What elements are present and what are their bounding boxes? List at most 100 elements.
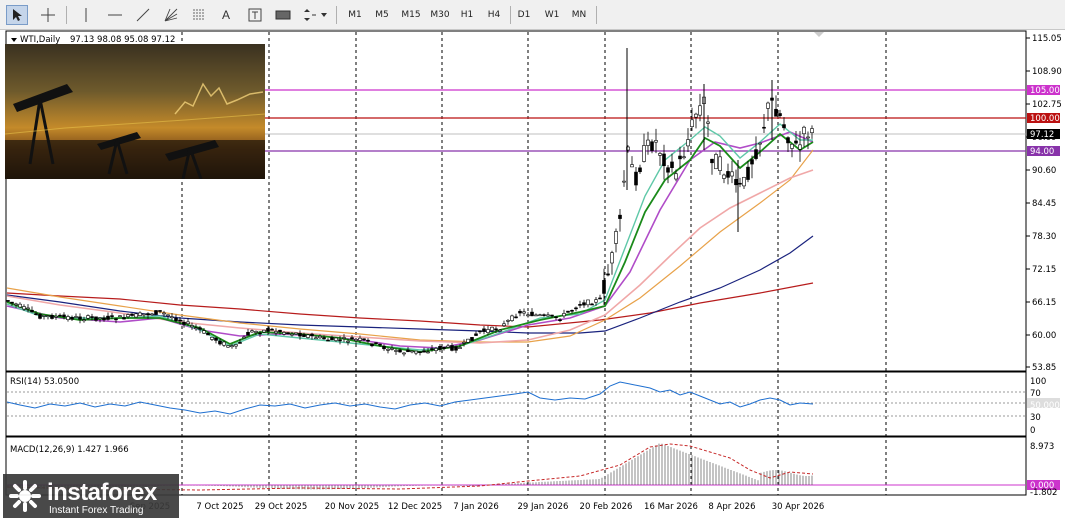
price-tick-label: 84.45 [1032, 199, 1056, 209]
timeframe-m5[interactable]: M5 [375, 10, 389, 20]
candle-body [458, 347, 462, 349]
rectangle-tool-button[interactable] [272, 5, 294, 25]
vertical-line-tool-button[interactable] [76, 5, 96, 25]
timeframe-mn[interactable]: MN [571, 10, 587, 20]
candle-body [806, 136, 810, 139]
fibonacci-retracement-tool-button[interactable] [188, 5, 210, 25]
candle-body [186, 321, 190, 325]
candle-body [698, 105, 702, 116]
candle-body [642, 145, 646, 162]
fibonacci-retracement-icon [193, 9, 205, 20]
timeframe-m30[interactable]: M30 [430, 10, 450, 20]
candle-body [674, 173, 678, 180]
price-tick-label: 90.60 [1032, 166, 1056, 176]
candle-body [66, 316, 70, 320]
candle-body [358, 337, 362, 341]
macd-tick-label: 8.973 [1030, 442, 1054, 452]
candle-body [754, 149, 758, 159]
toolbar: A M1 M5 M15 M30 H1 H4 D1 W1 MN [0, 0, 1065, 30]
text-label-icon [248, 8, 262, 22]
candle-body [366, 339, 370, 342]
candle-body [30, 309, 34, 313]
text-tool-button[interactable]: A [221, 8, 230, 22]
candle-body [722, 174, 726, 179]
timeframe-d1[interactable]: D1 [517, 10, 531, 20]
text-label-tool-button[interactable] [244, 5, 266, 25]
crosshair-tool-button[interactable] [36, 5, 60, 25]
candle-body [390, 348, 394, 350]
candle-body [202, 330, 206, 334]
price-tick-label: 53.85 [1032, 363, 1056, 373]
horizontal-line-icon [108, 14, 122, 16]
candle-body [650, 141, 654, 151]
date-tick-label: 20 Nov 2025 [325, 502, 379, 512]
rectangle-icon [275, 10, 291, 20]
candle-body [618, 214, 622, 219]
price-axis: 115.05108.90102.7596.6090.6084.4578.3072… [1026, 34, 1062, 373]
level-label-105: 105.00 [1030, 86, 1060, 96]
cursor-tool-button[interactable] [6, 5, 28, 25]
trendline-icon [136, 8, 150, 22]
candle-body [666, 167, 670, 173]
candle-body [146, 313, 150, 316]
timeframe-h1[interactable]: H1 [460, 10, 474, 20]
candle-body [630, 164, 634, 168]
candle-body [710, 158, 714, 164]
candle-body [418, 351, 422, 354]
level-label-100: 100.00 [1030, 114, 1060, 124]
candle-body [554, 316, 558, 319]
candle-body [138, 312, 142, 316]
horizontal-line-tool-button[interactable] [104, 5, 126, 25]
candle-body [214, 337, 218, 341]
candle-body [794, 140, 798, 144]
candle-body [678, 155, 682, 160]
candle-body [810, 128, 814, 133]
candle-body [658, 153, 662, 156]
collapse-arrow-icon[interactable] [11, 38, 17, 42]
timeframe-h4[interactable]: H4 [487, 10, 501, 20]
timeframe-m1[interactable]: M1 [348, 10, 362, 20]
timeframe-m15[interactable]: M15 [401, 10, 421, 20]
candle-body [694, 113, 698, 118]
fibonacci-fan-icon [164, 8, 178, 22]
candle-body [586, 299, 590, 306]
candle-body [546, 314, 550, 317]
candle-body [10, 301, 14, 304]
candle-body [574, 307, 578, 310]
candle-body [158, 310, 162, 312]
candle-body [742, 177, 746, 187]
candle-body [254, 331, 258, 333]
fibonacci-tool-button[interactable] [160, 5, 182, 25]
candle-body [322, 337, 326, 340]
candle-body [598, 297, 602, 300]
trendline-tool-button[interactable] [132, 5, 154, 25]
level-label-105-bg [1027, 85, 1060, 95]
candle-body [98, 317, 102, 320]
price-tick-label: 78.30 [1032, 232, 1056, 242]
candle-body [430, 348, 434, 350]
price-chart-area[interactable]: 115.05108.90102.7596.6090.6084.4578.3072… [0, 30, 1065, 519]
candle-body [262, 329, 266, 333]
candle-body [198, 327, 202, 330]
chart-symbol-label: WTI,Daily [20, 35, 60, 45]
arrow-tools-icon [304, 9, 327, 21]
candle-body [534, 314, 538, 317]
candle-body [614, 231, 618, 244]
candle-body [330, 337, 334, 341]
arrows-tool-dropdown[interactable] [300, 5, 330, 25]
date-tick-label: 30 Apr 2026 [772, 502, 825, 512]
candle-body [654, 140, 658, 143]
candle-body [778, 113, 782, 117]
timeframe-w1[interactable]: W1 [544, 10, 560, 20]
candle-body [470, 337, 474, 342]
rsi-tick-label: 70 [1030, 389, 1041, 399]
rsi-label: RSI(14) 53.0500 [10, 377, 79, 387]
oil-pumpjack-photo [5, 44, 265, 179]
crosshair-icon [41, 8, 55, 22]
candle-body [122, 317, 126, 320]
candlesticks[interactable] [6, 48, 814, 357]
candle-body [222, 341, 226, 346]
chart-shift-marker-icon[interactable] [814, 32, 824, 37]
candle-body [490, 326, 494, 331]
candle-body [18, 303, 22, 308]
